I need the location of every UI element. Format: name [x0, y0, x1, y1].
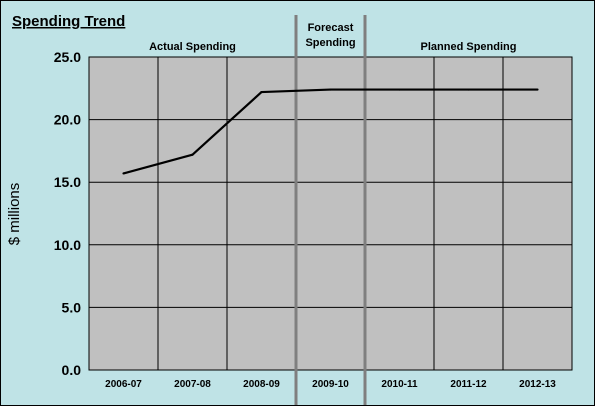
data-point	[191, 153, 194, 156]
section-label: Spending	[305, 37, 355, 49]
section-label: Planned Spending	[421, 41, 517, 53]
data-point	[398, 88, 401, 91]
y-tick-label: 10.0	[54, 237, 81, 253]
data-point	[260, 90, 263, 94]
y-tick-label: 20.0	[54, 112, 81, 128]
plot-area	[88, 56, 573, 371]
y-tick-label: 0.0	[62, 362, 82, 378]
section-label: Actual Spending	[149, 41, 236, 53]
y-tick-label: 25.0	[54, 49, 81, 65]
y-tick-label: 15.0	[54, 174, 81, 190]
chart-title: Spending Trend	[12, 13, 125, 30]
x-tick-label: 2010-11	[381, 379, 418, 390]
data-point	[329, 88, 332, 91]
data-point	[467, 88, 470, 91]
x-tick-label: 2007-08	[174, 379, 211, 390]
x-tick-label: 2012-13	[519, 379, 556, 390]
data-point	[536, 88, 539, 91]
x-tick-label: 2009-10	[312, 379, 349, 390]
y-tick-label: 5.0	[62, 299, 82, 315]
section-label: Forecast	[308, 22, 354, 34]
x-tick-label: 2008-09	[243, 379, 280, 390]
y-axis-label: $ millions	[6, 183, 23, 246]
x-tick-label: 2011-12	[450, 379, 487, 390]
x-tick-label: 2006-07	[105, 379, 142, 390]
data-point	[122, 172, 125, 175]
